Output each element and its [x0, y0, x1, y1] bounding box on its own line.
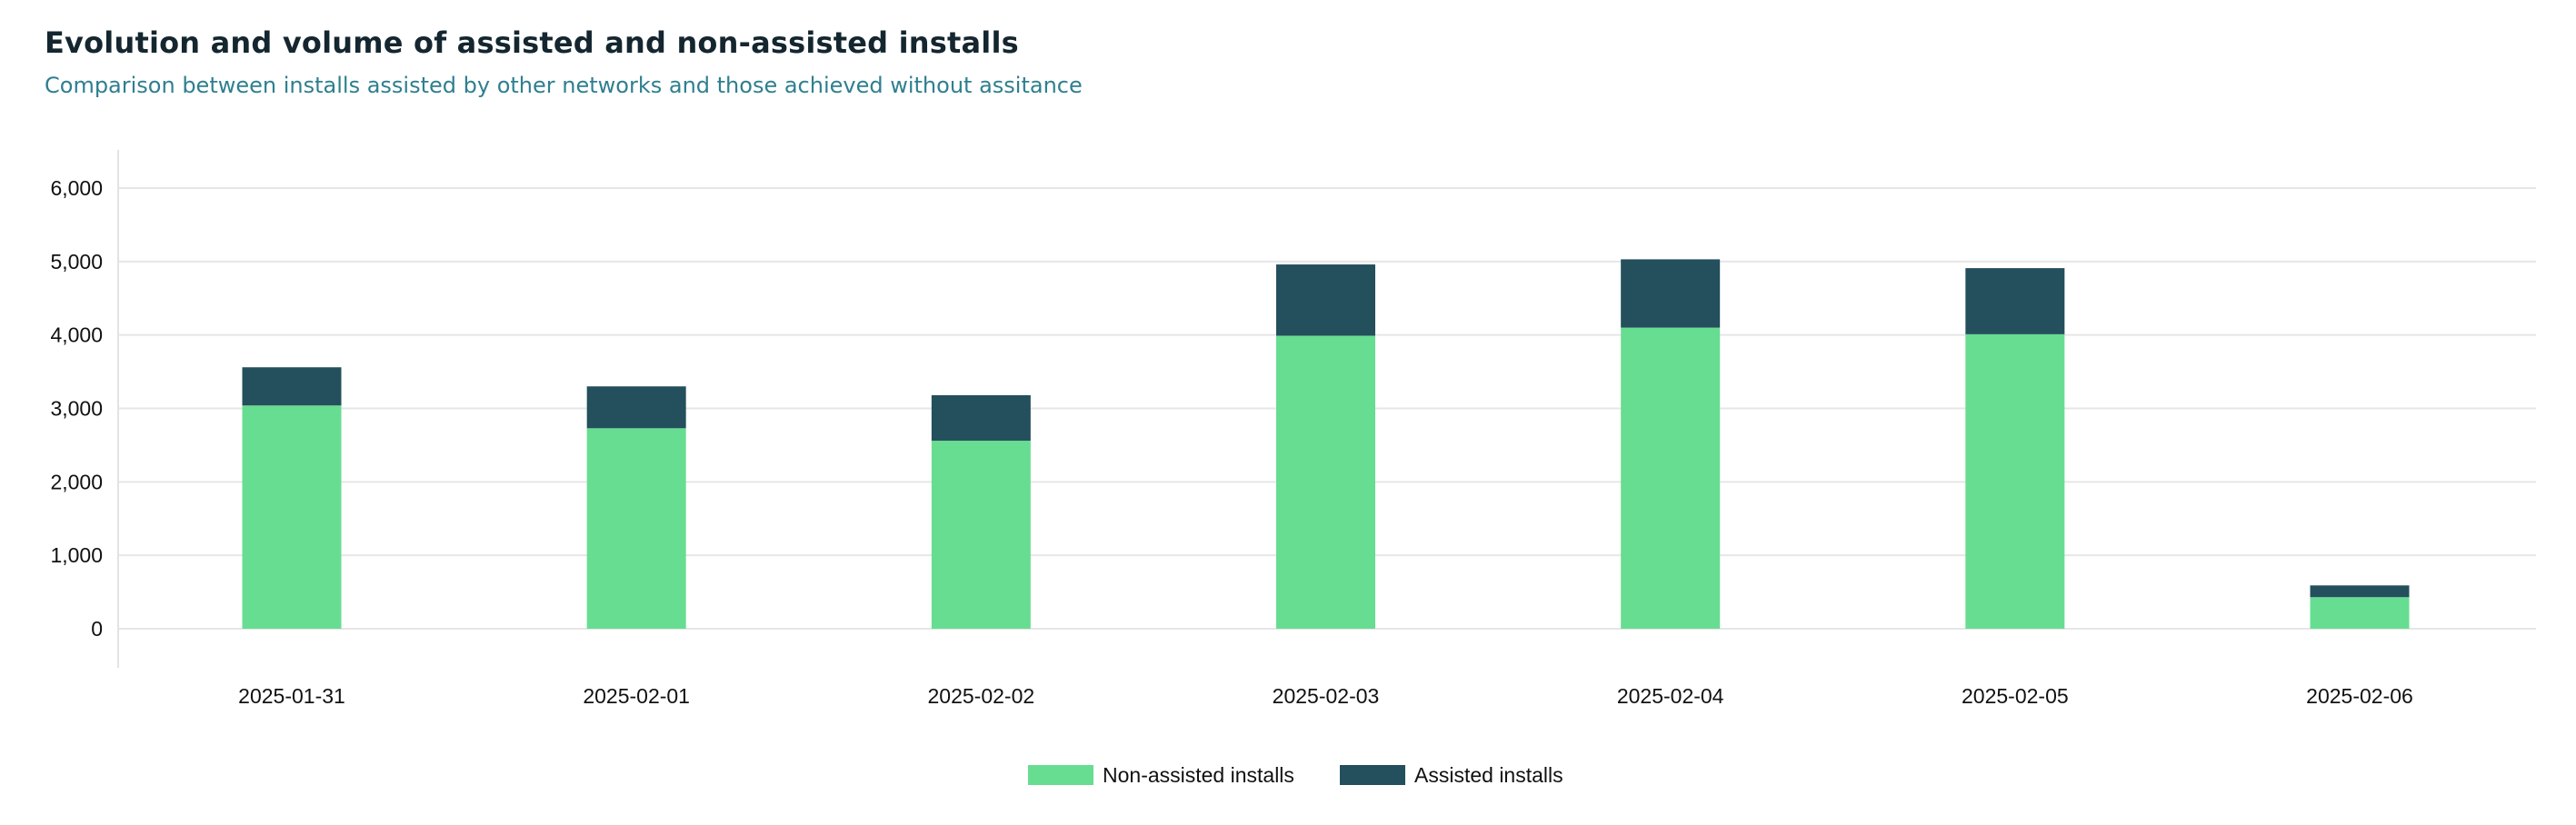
x-tick-label: 2025-02-06: [2306, 684, 2413, 708]
x-tick-label: 2025-02-05: [1962, 684, 2069, 708]
legend-label: Assisted installs: [1414, 763, 1563, 787]
bar-assisted-2025-02-03[interactable]: [1276, 264, 1375, 336]
legend-swatch: [1028, 765, 1093, 785]
bar-non-assisted-2025-01-31[interactable]: [242, 405, 342, 629]
bar-assisted-2025-01-31[interactable]: [242, 367, 342, 406]
chart-title: Evolution and volume of assisted and non…: [45, 25, 1019, 60]
y-tick-label: 4,000: [50, 323, 103, 347]
bar-assisted-2025-02-02[interactable]: [931, 394, 1031, 442]
x-tick-label: 2025-02-02: [928, 684, 1035, 708]
bar-non-assisted-2025-02-04[interactable]: [1621, 327, 1721, 629]
chart-subtitle: Comparison between installs assisted by …: [45, 73, 1083, 98]
bar-non-assisted-2025-02-06[interactable]: [2310, 597, 2410, 629]
y-tick-label: 6,000: [50, 176, 103, 200]
legend-item-non-assisted[interactable]: Non-assisted installs: [1028, 763, 1294, 787]
bar-non-assisted-2025-02-02[interactable]: [931, 441, 1031, 629]
y-tick-label: 5,000: [50, 250, 103, 273]
bar-assisted-2025-02-01[interactable]: [586, 386, 686, 429]
bar-non-assisted-2025-02-03[interactable]: [1276, 335, 1375, 629]
x-tick-label: 2025-02-04: [1617, 684, 1724, 708]
legend: Non-assisted installs Assisted installs: [1028, 763, 1563, 787]
bar-non-assisted-2025-02-05[interactable]: [1965, 333, 2065, 629]
bar-assisted-2025-02-05[interactable]: [1965, 268, 2065, 334]
y-axis: 0 1,000 2,000 3,000 4,000 5,000 6,000: [50, 150, 119, 668]
bar-assisted-2025-02-06[interactable]: [2310, 585, 2410, 598]
x-tick-label: 2025-02-03: [1273, 684, 1380, 708]
x-tick-label: 2025-01-31: [238, 684, 345, 708]
x-axis-labels: 2025-01-31 2025-02-01 2025-02-02 2025-02-03…: [238, 684, 2413, 708]
bars: [242, 259, 2410, 629]
chart-header: Evolution and volume of assisted and non…: [45, 25, 1083, 98]
legend-swatch: [1340, 765, 1405, 785]
y-tick-label: 2,000: [50, 470, 103, 493]
bar-non-assisted-2025-02-01[interactable]: [586, 428, 686, 629]
legend-label: Non-assisted installs: [1103, 763, 1294, 787]
y-tick-label: 3,000: [50, 397, 103, 421]
x-tick-label: 2025-02-01: [583, 684, 690, 708]
bar-assisted-2025-02-04[interactable]: [1621, 259, 1721, 328]
legend-item-assisted[interactable]: Assisted installs: [1340, 763, 1563, 787]
y-tick-label: 1,000: [50, 543, 103, 567]
y-tick-label: 0: [91, 617, 103, 641]
